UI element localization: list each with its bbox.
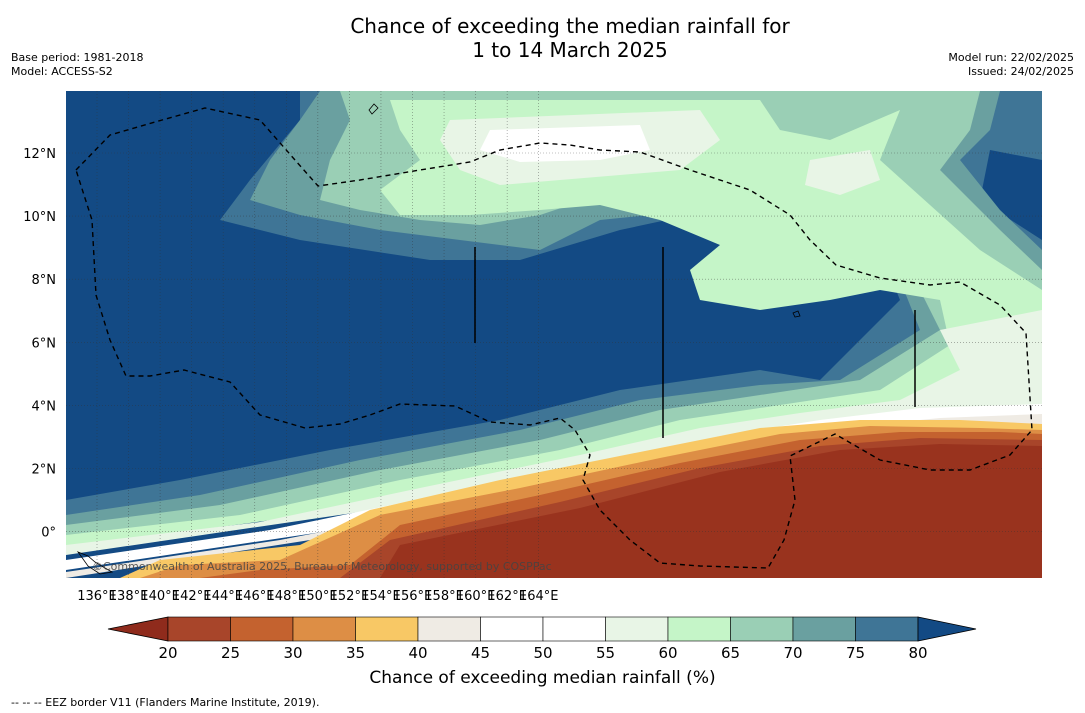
colorbar-title: Chance of exceeding median rainfall (%) — [369, 668, 716, 688]
colorbar-tick-label: 60 — [658, 644, 677, 662]
colorbar-tick-label: 65 — [721, 644, 740, 662]
y-tick-label: 10°N — [23, 210, 56, 225]
title-line-1: Chance of exceeding the median rainfall … — [350, 14, 790, 38]
x-tick-label: 152°E — [330, 589, 370, 604]
colorbar-tick-label: 25 — [221, 644, 240, 662]
colorbar-segment — [792, 616, 856, 642]
model-name: Model: ACCESS-S2 — [11, 65, 113, 78]
colorbar-tick-label: 55 — [596, 644, 615, 662]
colorbar-segment — [667, 616, 731, 642]
chart-title: Chance of exceeding the median rainfall … — [0, 14, 1085, 62]
islands — [76, 103, 801, 575]
eez-border-west — [75, 107, 1033, 569]
colorbar-ticks: 20 25 30 35 40 45 50 55 60 65 70 75 80 — [158, 644, 927, 662]
x-tick-label: 164°E — [519, 589, 559, 604]
map-gridlines — [66, 91, 1042, 578]
x-tick-label: 162°E — [487, 589, 527, 604]
colorbar-segment — [230, 616, 294, 642]
colorbar-segment — [167, 616, 231, 642]
colorbar-arrow-low — [107, 616, 169, 642]
x-tick-label: 150°E — [298, 589, 338, 604]
region-dark-red — [380, 444, 1042, 578]
x-tick-label: 146°E — [235, 589, 275, 604]
colorbar-segment — [542, 616, 606, 642]
colorbar-segment — [355, 616, 419, 642]
colorbar-tick-label: 30 — [283, 644, 302, 662]
y-axis-ticks: 12°N 10°N 8°N 6°N 4°N 2°N 0° — [23, 147, 56, 541]
meta-right: Model run: 22/02/2025 Issued: 24/02/2025 — [948, 51, 1074, 79]
colorbar-tick-label: 35 — [346, 644, 365, 662]
colorbar-tick-label: 20 — [158, 644, 177, 662]
colorbar-tick-label: 45 — [471, 644, 490, 662]
y-tick-label: 4°N — [32, 399, 57, 414]
model-run: Model run: 22/02/2025 — [948, 51, 1074, 64]
copyright-notice: ©Commonwealth of Australia 2025, Bureau … — [92, 560, 552, 573]
colorbar — [107, 616, 977, 642]
y-tick-label: 0° — [41, 526, 56, 541]
x-axis-ticks: 136°E138°E140°E142°E144°E146°E148°E150°E… — [77, 589, 558, 604]
x-tick-label: 142°E — [172, 589, 212, 604]
colorbar-segment — [855, 616, 919, 642]
colorbar-tick-label: 40 — [408, 644, 427, 662]
y-tick-label: 6°N — [32, 336, 57, 351]
colorbar-segment — [292, 616, 356, 642]
colorbar-segment — [417, 616, 481, 642]
x-tick-label: 138°E — [109, 589, 149, 604]
base-period: Base period: 1981-2018 — [11, 51, 144, 64]
colorbar-segment — [480, 616, 544, 642]
colorbar-tick-label: 70 — [783, 644, 802, 662]
colorbar-arrow-high — [917, 616, 977, 642]
region-pale-east — [805, 150, 880, 195]
x-tick-label: 136°E — [77, 589, 117, 604]
y-tick-label: 2°N — [32, 463, 57, 478]
colorbar-tick-label: 50 — [533, 644, 552, 662]
colorbar-tick-label: 80 — [908, 644, 927, 662]
map-field: ©Commonwealth of Australia 2025, Bureau … — [66, 91, 1042, 578]
x-tick-label: 148°E — [267, 589, 307, 604]
colorbar-segment — [730, 616, 794, 642]
issued-date: Issued: 24/02/2025 — [967, 65, 1074, 78]
x-tick-label: 154°E — [361, 589, 401, 604]
x-tick-label: 144°E — [203, 589, 243, 604]
x-tick-label: 158°E — [424, 589, 464, 604]
y-tick-label: 8°N — [32, 273, 57, 288]
title-line-2: 1 to 14 March 2025 — [472, 38, 668, 62]
eez-footnote: -- -- -- EEZ border V11 (Flanders Marine… — [11, 696, 320, 709]
y-tick-label: 12°N — [23, 147, 56, 162]
colorbar-tick-label: 75 — [846, 644, 865, 662]
x-tick-label: 160°E — [456, 589, 496, 604]
colorbar-segment — [605, 616, 669, 642]
meta-left: Base period: 1981-2018 Model: ACCESS-S2 — [11, 51, 143, 79]
x-tick-label: 156°E — [393, 589, 433, 604]
x-tick-label: 140°E — [140, 589, 180, 604]
